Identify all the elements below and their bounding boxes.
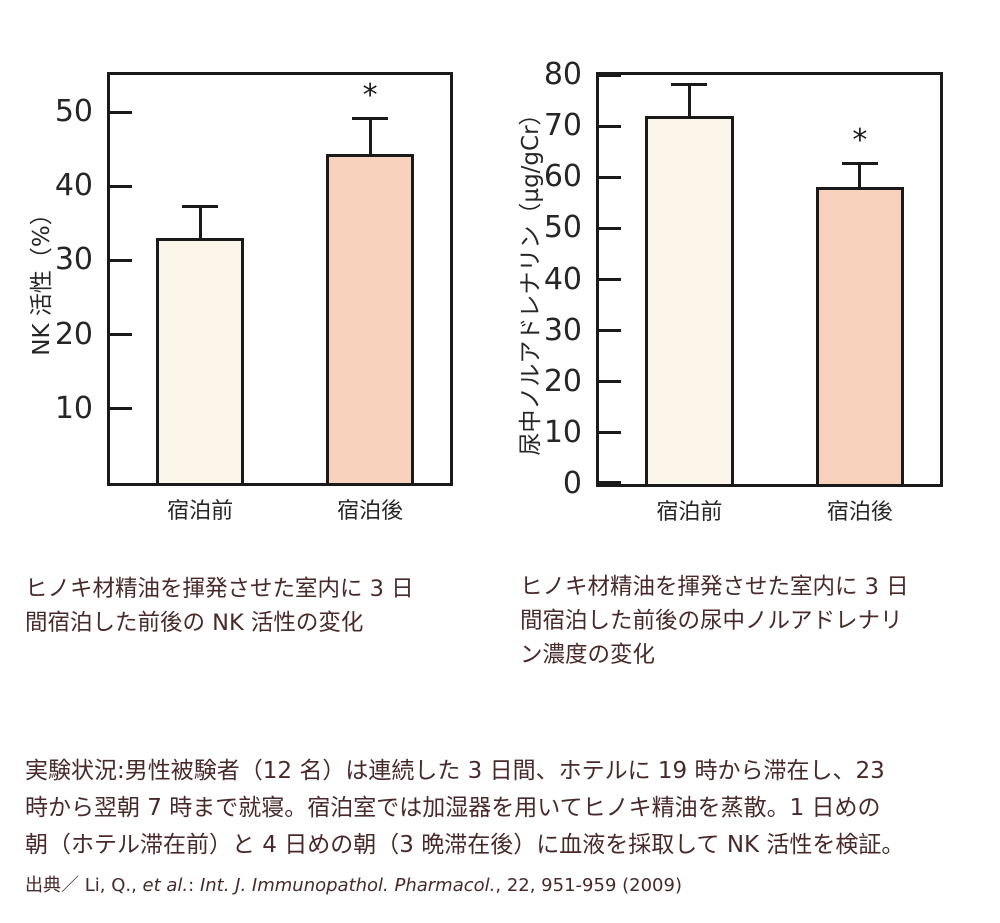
y-tick-label: 0: [562, 466, 582, 501]
y-tick-mark: [599, 73, 621, 77]
y-tick-mark: [599, 380, 621, 384]
y-tick-mark: [110, 184, 132, 188]
significance-asterisk: *: [362, 78, 378, 114]
x-category-label: 宿泊前: [656, 500, 723, 525]
x-category-label: 宿泊前: [167, 499, 234, 524]
nk-activity-caption: ヒノキ材精油を揮発させた室内に 3 日 間宿泊した前後の NK 活性の変化: [25, 576, 414, 636]
citation-colon: :: [188, 875, 200, 896]
experiment-description: 実験状況:男性被験者（12 名）は連続した 3 日間、ホテルに 19 時から滞在…: [25, 758, 905, 858]
y-tick-label: 70: [543, 108, 582, 144]
y-tick-label: 80: [543, 57, 582, 92]
y-tick-mark: [110, 407, 132, 411]
citation-etal: et al.: [142, 875, 189, 896]
error-bar-stem: [687, 82, 691, 116]
y-tick-mark: [599, 329, 621, 333]
nk-activity-y-axis-label: NK 活性（%）: [29, 202, 55, 356]
nk-activity-chart: NK 活性（%） 10 20 30 40 50 宿泊前 * 宿泊後: [0, 0, 500, 560]
y-tick-mark: [599, 431, 621, 435]
y-tick-mark: [599, 124, 621, 128]
y-tick-label: 40: [543, 261, 582, 297]
y-tick-mark: [110, 333, 132, 337]
y-tick-label: 10: [54, 390, 93, 426]
error-bar-cap: [352, 117, 389, 121]
error-bar-cap: [841, 161, 878, 165]
bar-宿泊後: [325, 154, 415, 483]
source-citation: 出典／ Li, Q., et al.: Int. J. Immunopathol…: [25, 871, 995, 897]
bar-宿泊前: [155, 238, 245, 483]
noradrenaline-caption: ヒノキ材精油を揮発させた室内に 3 日 間宿泊した前後の尿中ノルアドレナリ ン濃…: [520, 574, 909, 668]
y-tick-mark: [599, 175, 621, 179]
error-bar-cap: [671, 82, 708, 86]
noradrenaline-chart: 尿中ノルアドレナリン（µg/gCr） 0 10 20 30 40 50 60 70 80 宿泊前 *…: [500, 0, 1000, 560]
y-tick-mark: [110, 258, 132, 262]
y-tick-label: 60: [543, 159, 582, 195]
significance-asterisk: *: [852, 122, 868, 158]
citation-rest: , 22, 951-959 (2009): [495, 875, 682, 896]
error-bar-stem: [368, 117, 372, 155]
y-tick-label: 30: [54, 242, 93, 278]
citation-prefix: 出典／ Li, Q.,: [25, 875, 143, 896]
x-category-label: 宿泊後: [826, 500, 893, 525]
y-tick-label: 10: [543, 414, 582, 450]
y-tick-label: 30: [543, 312, 582, 348]
bar-宿泊後: [815, 187, 905, 484]
y-tick-mark: [110, 110, 132, 114]
error-bar-cap: [182, 204, 219, 208]
bar-宿泊前: [645, 115, 734, 484]
error-bar-stem: [198, 204, 202, 239]
y-tick-label: 50: [54, 94, 93, 130]
y-tick-mark: [599, 278, 621, 281]
nk-activity-plot-area: [107, 72, 453, 486]
error-bar-stem: [858, 161, 862, 188]
x-category-label: 宿泊後: [337, 499, 404, 524]
y-tick-mark: [599, 226, 621, 230]
y-tick-label: 40: [54, 168, 93, 204]
y-tick-label: 20: [543, 363, 582, 399]
y-tick-mark: [599, 481, 621, 484]
y-tick-label: 50: [543, 210, 582, 246]
noradrenaline-plot-area: [596, 72, 943, 487]
citation-journal: Int. J. Immunopathol. Pharmacol.: [199, 875, 496, 896]
y-tick-label: 20: [54, 316, 93, 352]
